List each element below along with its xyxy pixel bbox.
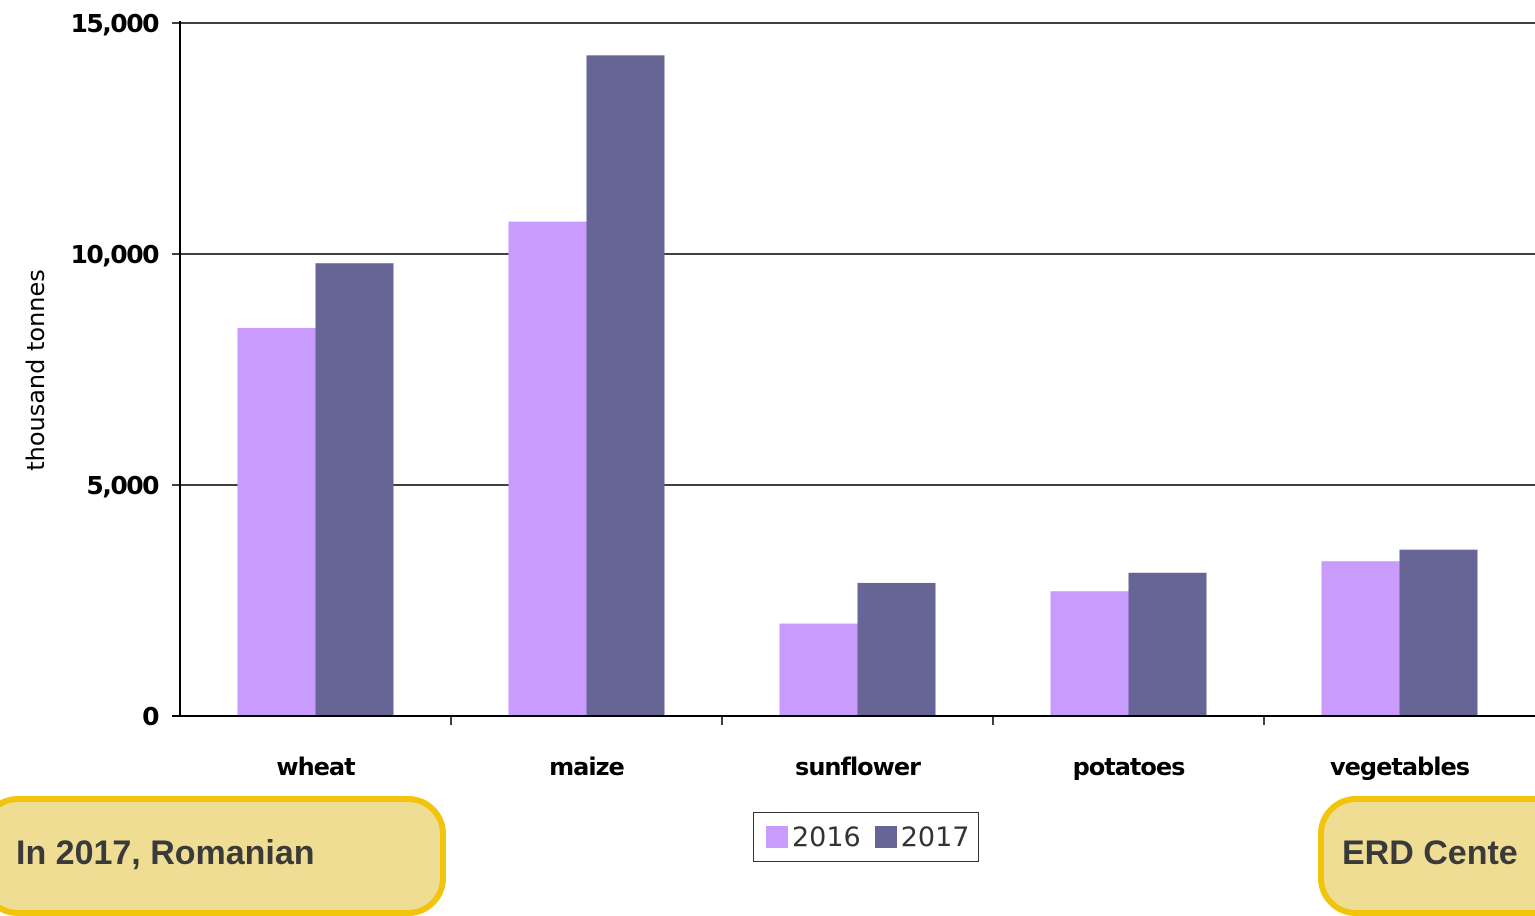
callout-box-left: In 2017, Romanian bbox=[0, 796, 446, 916]
bar-sunflower-2016 bbox=[779, 623, 858, 716]
x-tick-label-sunflower: sunflower bbox=[795, 753, 921, 781]
callout-text-left: In 2017, Romanian bbox=[16, 834, 315, 872]
axes bbox=[172, 21, 1535, 725]
y-tick-label: 15,000 bbox=[71, 9, 160, 38]
bar-wheat-2017 bbox=[315, 263, 394, 716]
x-tick-label-vegetables: vegetables bbox=[1330, 753, 1470, 781]
legend-item-2017: 2017 bbox=[874, 821, 970, 853]
bar-maize-2017 bbox=[586, 55, 665, 716]
x-tick-label-potatoes: potatoes bbox=[1073, 753, 1186, 781]
y-tick-label: 5,000 bbox=[86, 471, 159, 500]
legend-label-2017: 2017 bbox=[900, 821, 970, 853]
legend-swatch-2017 bbox=[874, 826, 897, 848]
bar-sunflower-2017 bbox=[857, 582, 936, 716]
x-tick-label-maize: maize bbox=[549, 753, 624, 781]
gridlines bbox=[180, 22, 1535, 486]
legend-swatch-2016 bbox=[766, 826, 788, 848]
bar-potatoes-2017 bbox=[1128, 572, 1207, 716]
bar-vegetables-2017 bbox=[1399, 549, 1478, 716]
legend-label-2016: 2016 bbox=[792, 821, 861, 853]
legend-item-2016: 2016 bbox=[766, 822, 861, 853]
bar-maize-2016 bbox=[508, 221, 587, 716]
y-tick-label: 10,000 bbox=[71, 240, 160, 269]
bars bbox=[237, 55, 1478, 716]
y-tick-label: 0 bbox=[142, 702, 159, 731]
x-tick-label-wheat: wheat bbox=[276, 753, 355, 781]
legend: 2016 2017 bbox=[753, 812, 979, 862]
callout-box-right: ERD Cente bbox=[1318, 796, 1535, 916]
y-tick-labels: 0 5,000 10,000 15,000 bbox=[71, 9, 161, 731]
x-category-labels: wheat maize sunflower potatoes vegetables bbox=[276, 753, 1470, 781]
callout-text-right: ERD Cente bbox=[1342, 834, 1518, 872]
bar-potatoes-2016 bbox=[1050, 591, 1129, 716]
bar-vegetables-2016 bbox=[1321, 561, 1400, 716]
bar-chart: 0 5,000 10,000 15,000 wheat maize sunflower po… bbox=[22, 9, 1535, 781]
bar-wheat-2016 bbox=[237, 327, 316, 716]
y-axis-label: thousand tonnes bbox=[22, 269, 50, 471]
